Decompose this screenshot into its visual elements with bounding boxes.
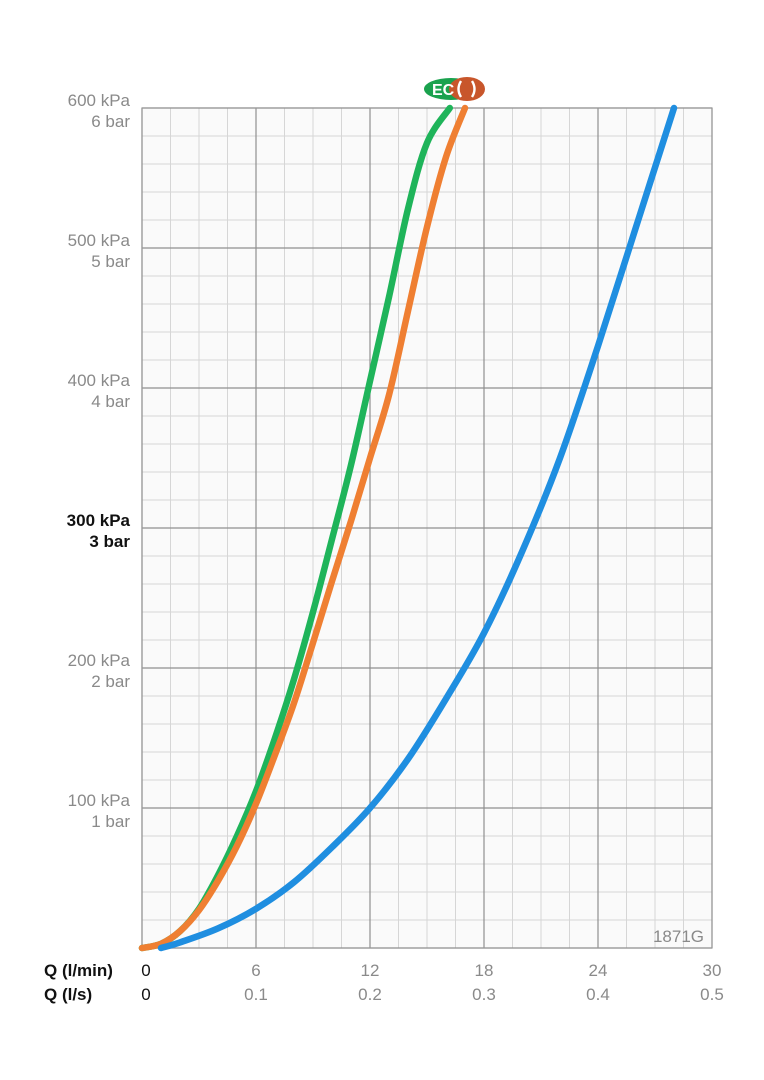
y-axis-tick-labels: 100 kPa 1 bar 200 kPa 2 bar 300 kPa 3 bar 400 … xyxy=(67,91,131,831)
x-tick-label-lmin: 0 xyxy=(141,961,150,980)
logo-orange-oval xyxy=(449,77,485,101)
x-tick-label-lmin: 30 xyxy=(703,961,722,980)
y-tick-label-kpa: 300 kPa xyxy=(67,511,131,530)
y-tick-label-kpa: 400 kPa xyxy=(68,371,131,390)
y-tick-label-kpa: 100 kPa xyxy=(68,791,131,810)
x-tick-label-lmin: 24 xyxy=(589,961,608,980)
x-tick-label-ls: 0 xyxy=(141,985,150,1004)
plot-border xyxy=(141,107,713,949)
y-tick-label-bar: 6 bar xyxy=(91,112,130,131)
series-line-2 xyxy=(138,104,469,952)
x-tick-label-ls: 0.1 xyxy=(244,985,268,1004)
y-tick-label-bar: 1 bar xyxy=(91,812,130,831)
x-axis-secondary-label: Q (l/s) xyxy=(44,985,92,1004)
y-tick-label-bar: 2 bar xyxy=(91,672,130,691)
y-tick-label-bar: 3 bar xyxy=(89,532,130,551)
logo-text: EC xyxy=(432,82,455,99)
series-layer xyxy=(138,104,678,952)
x-tick-label-lmin: 6 xyxy=(251,961,260,980)
product-code-label: 1871G xyxy=(653,927,704,946)
y-tick-label-kpa: 600 kPa xyxy=(68,91,131,110)
y-tick-label-kpa: 200 kPa xyxy=(68,651,131,670)
x-tick-label-lmin: 18 xyxy=(475,961,494,980)
x-tick-label-ls: 0.2 xyxy=(358,985,382,1004)
y-tick-label-bar: 5 bar xyxy=(91,252,130,271)
x-axis-primary-label: Q (l/min) xyxy=(44,961,113,980)
x-tick-label-ls: 0.4 xyxy=(586,985,610,1004)
x-tick-label-lmin: 12 xyxy=(361,961,380,980)
x-axis-tick-labels: 0 0 6 0.1 12 0.2 18 0.3 24 0.4 30 0.5 xyxy=(141,961,724,1004)
y-tick-label-kpa: 500 kPa xyxy=(68,231,131,250)
x-tick-label-ls: 0.3 xyxy=(472,985,496,1004)
y-tick-label-bar: 4 bar xyxy=(91,392,130,411)
series-line-3 xyxy=(157,104,678,952)
logo-brackets xyxy=(457,80,476,98)
x-tick-label-ls: 0.5 xyxy=(700,985,724,1004)
eco-logo: EC xyxy=(424,77,485,101)
